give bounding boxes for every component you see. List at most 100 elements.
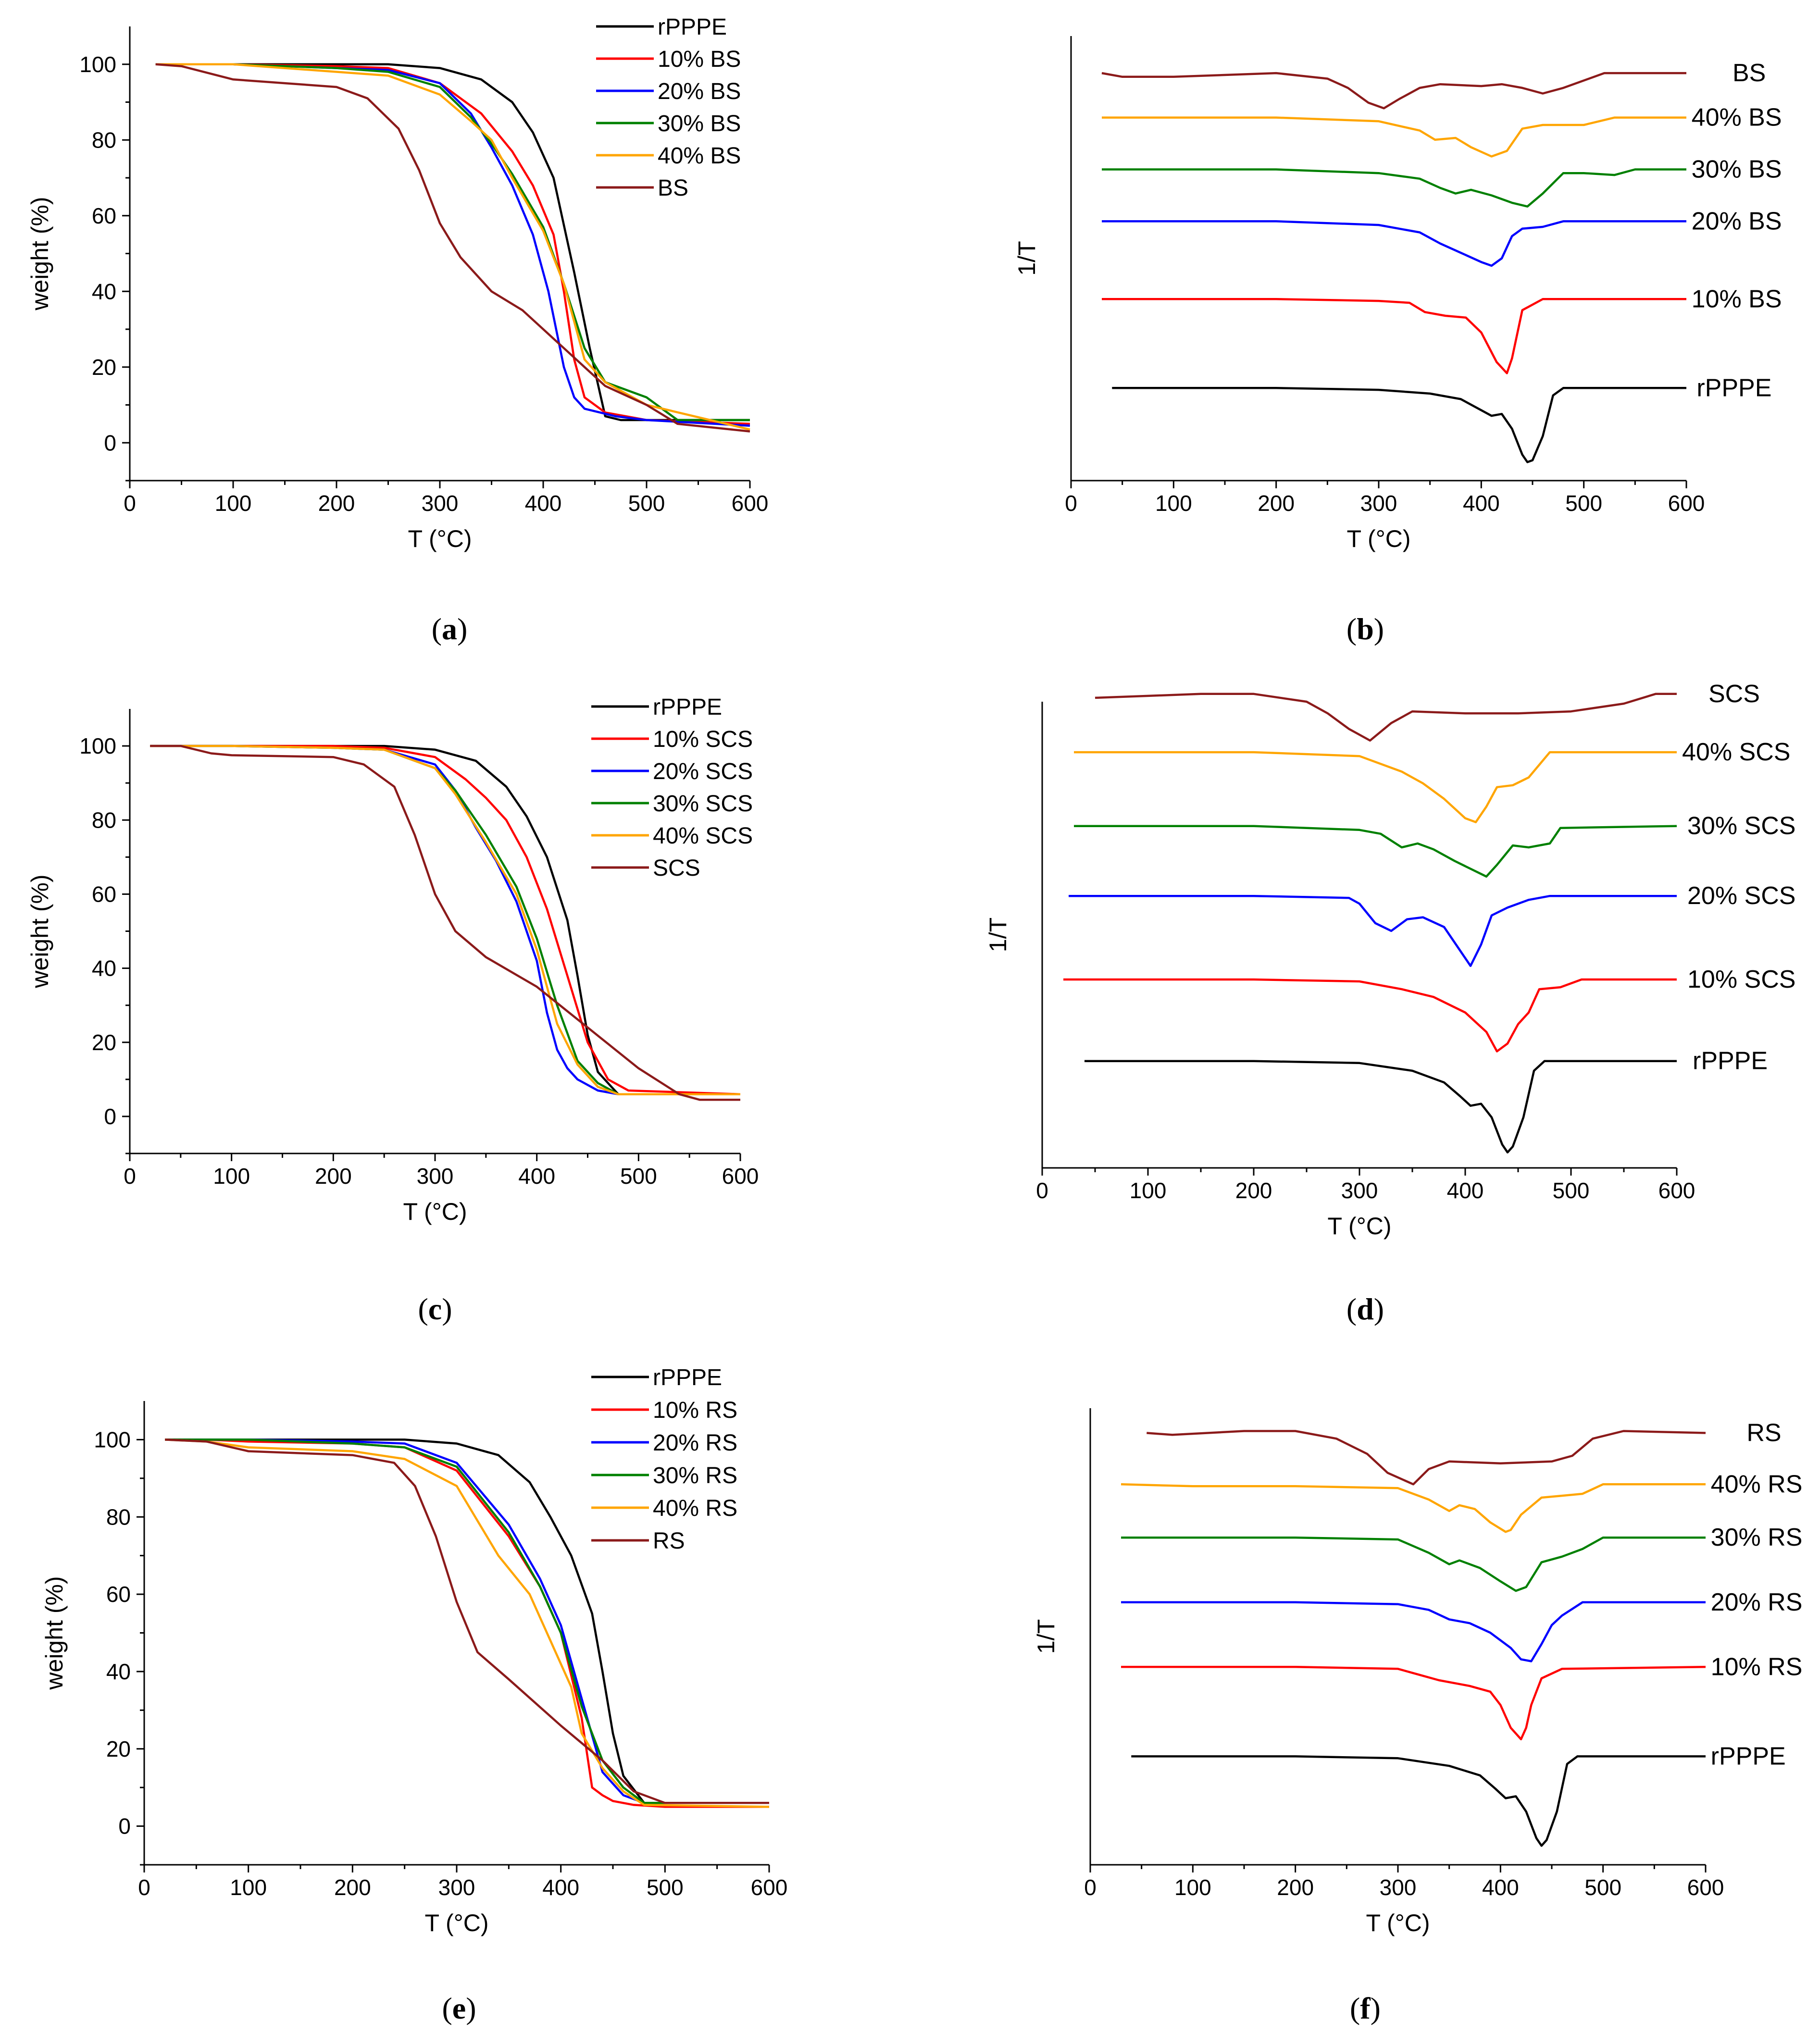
panel-c-tga-scs: 0 100 200 300 400 500 600 0 20 40 60 80 100 T (°C) wei… <box>26 694 759 1326</box>
series-line-40pct-rs <box>165 1438 770 1808</box>
x-tick-label: 100 <box>230 1875 267 1900</box>
x-axis-label: T (°C) <box>408 525 472 552</box>
legend-label-30pct-bs: 30% BS <box>658 111 741 136</box>
caption-open-paren: ( <box>418 1292 428 1326</box>
series-line-10pct-scs <box>1063 978 1677 1053</box>
curve-label-rpppe: rPPPE <box>1711 1742 1786 1770</box>
series-line-rpppe <box>165 1438 769 1804</box>
series-line-20pct-bs <box>1102 220 1686 267</box>
panel-b-dtg-bs: 0 100 200 300 400 500 600 T (°C) 1/T rPPPE 10% BS 2… <box>1013 36 1782 646</box>
x-tick-label: 300 <box>1341 1178 1378 1203</box>
x-tick-label: 100 <box>1130 1178 1167 1203</box>
panel-caption: (c) <box>418 1292 452 1326</box>
series-line-10pct-scs <box>150 744 741 1095</box>
y-tick-label: 0 <box>118 1814 131 1839</box>
x-tick-label: 400 <box>1482 1875 1519 1900</box>
caption-letter: d <box>1357 1292 1374 1326</box>
series-line-rpppe <box>150 744 740 1095</box>
legend-label-rpppe: rPPPE <box>658 14 727 40</box>
x-tick-label: 500 <box>647 1875 684 1900</box>
panel-caption: (a) <box>432 612 468 646</box>
curve-label-10pct-bs: 10% BS <box>1692 285 1782 313</box>
x-tick-label: 400 <box>1447 1178 1484 1203</box>
x-tick-label: 300 <box>422 491 459 516</box>
series-line-30pct-rs <box>1121 1536 1706 1592</box>
panel-caption: (d) <box>1346 1292 1384 1326</box>
caption-close-paren: ) <box>1374 1292 1384 1326</box>
x-tick-label: 500 <box>1553 1178 1590 1203</box>
y-tick-label: 60 <box>92 881 116 906</box>
legend-label-rpppe: rPPPE <box>653 1365 722 1390</box>
panel-caption: (e) <box>442 1991 476 2025</box>
legend-label-30pct-scs: 30% SCS <box>653 791 753 817</box>
y-tick-label: 0 <box>104 430 116 455</box>
x-tick-label: 200 <box>315 1164 352 1189</box>
x-tick-label: 300 <box>1360 491 1397 516</box>
y-tick-label: 20 <box>92 1030 116 1055</box>
legend-label-scs: SCS <box>653 855 700 881</box>
panel-e-tga-rs: 0 100 200 300 400 500 600 0 20 40 60 80 100 T (°C) wei… <box>41 1365 787 2025</box>
y-tick-label: 20 <box>92 355 116 380</box>
curve-label-30pct-rs: 30% RS <box>1711 1524 1803 1551</box>
series-line-10pct-bs <box>155 63 750 425</box>
y-axis-label: weight (%) <box>26 197 53 310</box>
series-line-rpppe <box>1112 387 1686 463</box>
series-line-20pct-scs <box>150 744 740 1095</box>
curve-label-10pct-rs: 10% RS <box>1711 1653 1803 1681</box>
curve-label-rs: RS <box>1746 1419 1781 1447</box>
series-line-rs <box>165 1438 769 1804</box>
x-tick-label: 0 <box>124 1164 136 1189</box>
x-tick-label: 200 <box>1235 1178 1272 1203</box>
caption-letter: e <box>452 1991 466 2025</box>
curve-label-30pct-scs: 30% SCS <box>1687 812 1795 840</box>
x-tick-label: 600 <box>732 491 769 516</box>
series-line-40pct-scs <box>150 744 740 1095</box>
curve-label-40pct-bs: 40% BS <box>1692 104 1782 132</box>
x-tick-label: 200 <box>1277 1875 1314 1900</box>
curve-label-30pct-bs: 30% BS <box>1692 156 1782 184</box>
caption-close-paren: ) <box>1374 612 1384 646</box>
x-tick-label: 600 <box>1668 491 1705 516</box>
y-axis-label: weight (%) <box>41 1576 68 1690</box>
caption-close-paren: ) <box>457 612 467 646</box>
panel-d-dtg-scs: 0 100 200 300 400 500 600 T (°C) 1/T rPPPE 10% SCS… <box>985 680 1795 1326</box>
caption-letter: c <box>428 1292 442 1326</box>
caption-open-paren: ( <box>1350 1991 1360 2025</box>
x-tick-label: 600 <box>751 1875 788 1900</box>
x-tick-label: 200 <box>334 1875 371 1900</box>
series-line-20pct-rs <box>165 1438 769 1804</box>
caption-close-paren: ) <box>1371 1991 1381 2025</box>
caption-letter: b <box>1357 612 1374 646</box>
y-axis-label: 1/T <box>1033 1619 1060 1654</box>
series-line-30pct-rs <box>165 1438 769 1804</box>
legend-label-10pct-rs: 10% RS <box>653 1398 737 1423</box>
caption-close-paren: ) <box>466 1991 476 2025</box>
panel-caption: (b) <box>1346 612 1384 646</box>
caption-open-paren: ( <box>1346 1292 1357 1326</box>
series-line-30pct-scs <box>150 744 740 1095</box>
x-axis-label: T (°C) <box>1328 1213 1392 1240</box>
curve-label-20pct-bs: 20% BS <box>1692 207 1782 235</box>
y-tick-label: 80 <box>92 127 116 152</box>
series-line-bs <box>155 63 750 433</box>
x-tick-label: 400 <box>542 1875 579 1900</box>
legend-label-20pct-rs: 20% RS <box>653 1430 737 1456</box>
curve-label-20pct-scs: 20% SCS <box>1687 882 1795 910</box>
x-axis-label: T (°C) <box>1366 1909 1430 1936</box>
legend-label-40pct-rs: 40% RS <box>653 1496 737 1521</box>
series-line-rs <box>1147 1430 1706 1486</box>
x-tick-label: 100 <box>215 491 252 516</box>
y-tick-label: 100 <box>94 1427 131 1452</box>
caption-close-paren: ) <box>442 1292 452 1326</box>
legend-label-40pct-bs: 40% BS <box>658 143 741 169</box>
series-line-30pct-scs <box>1074 825 1677 878</box>
curve-label-bs: BS <box>1733 59 1766 87</box>
x-tick-label: 600 <box>1658 1178 1695 1203</box>
series-line-30pct-bs <box>155 63 750 421</box>
x-tick-label: 100 <box>1174 1875 1211 1900</box>
x-tick-label: 100 <box>1155 491 1192 516</box>
y-tick-label: 60 <box>92 203 116 228</box>
x-tick-label: 400 <box>1463 491 1500 516</box>
caption-open-paren: ( <box>442 1991 452 2025</box>
